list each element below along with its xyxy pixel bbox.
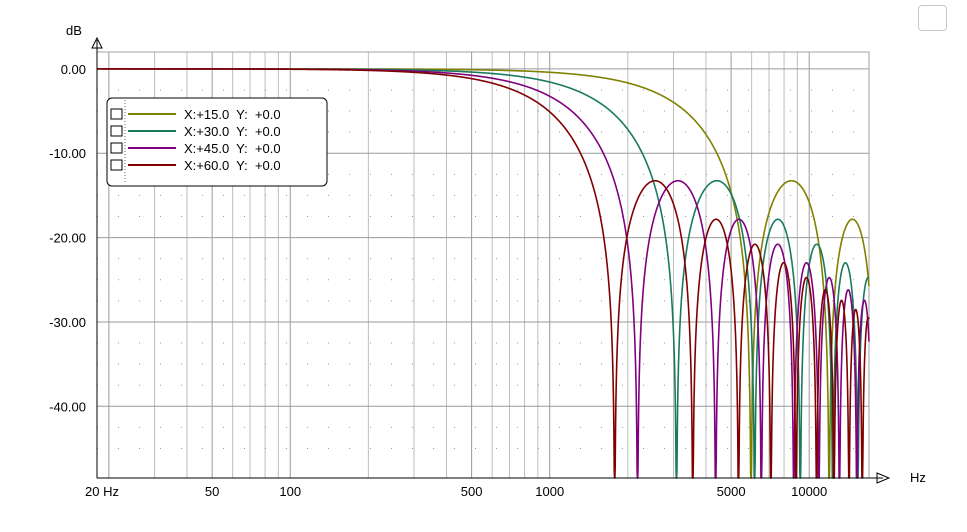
legend: X:+15.0 Y: +0.0 X:+30.0 Y: +0.0 X:+45.0 Y:… — [106, 97, 328, 187]
x-axis-arrow — [876, 472, 891, 484]
y-tick-label: -40.00 — [49, 399, 86, 414]
y-tick-labels: 0.00 -10.00 -20.00 -30.00 -40.00 — [49, 62, 86, 414]
y-tick-label: -20.00 — [49, 231, 86, 246]
legend-label: X:+60.0 Y: +0.0 — [184, 158, 281, 173]
x-tick-label: 20 Hz — [85, 484, 119, 499]
y-tick-label: 0.00 — [61, 62, 86, 77]
y-tick-label: -30.00 — [49, 315, 86, 330]
x-tick-label: 10000 — [791, 484, 827, 499]
series-line — [96, 68, 870, 479]
legend-checkbox — [110, 159, 123, 171]
series-group — [96, 68, 870, 479]
axes — [91, 36, 891, 484]
corner-button[interactable] — [918, 5, 947, 31]
x-tick-label: 500 — [461, 484, 483, 499]
x-tick-label: 5000 — [717, 484, 746, 499]
legend-checkbox — [110, 125, 123, 137]
legend-items: X:+15.0 Y: +0.0 X:+30.0 Y: +0.0 X:+45.0 Y:… — [110, 107, 281, 173]
y-tick-label: -10.00 — [49, 146, 86, 161]
legend-label: X:+15.0 Y: +0.0 — [184, 107, 281, 122]
legend-label: X:+30.0 Y: +0.0 — [184, 124, 281, 139]
y-axis-title: dB — [66, 23, 82, 38]
legend-label: X:+45.0 Y: +0.0 — [184, 141, 281, 156]
x-axis-title: Hz — [910, 470, 926, 485]
legend-checkbox — [110, 142, 123, 154]
x-tick-label: 1000 — [535, 484, 564, 499]
legend-checkbox — [110, 108, 123, 120]
x-tick-label: 100 — [279, 484, 301, 499]
x-tick-labels: 20 Hz 50 100 500 1000 5000 10000 — [85, 484, 827, 499]
x-tick-label: 50 — [205, 484, 219, 499]
y-axis-arrow — [91, 36, 103, 49]
